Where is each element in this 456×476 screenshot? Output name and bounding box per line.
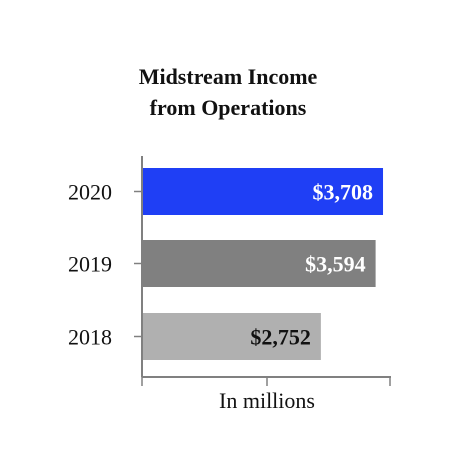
y-tick-label-2018: 2018 xyxy=(68,325,112,350)
data-label-2019: $3,594 xyxy=(305,252,366,277)
bar-2019 xyxy=(142,240,376,287)
data-label-2018: $2,752 xyxy=(250,325,311,350)
y-tick-label-2019: 2019 xyxy=(68,252,112,277)
bar-2020 xyxy=(142,168,384,215)
x-axis-title: In millions xyxy=(219,388,315,413)
chart-title-line-1: Midstream Income xyxy=(139,64,318,89)
chart-title-line-2: from Operations xyxy=(150,95,307,120)
bars-group: $3,708 $3,594 $2,752 xyxy=(142,168,384,360)
data-label-2020: $3,708 xyxy=(313,180,374,205)
bar-2018 xyxy=(142,313,321,360)
axes-group: 2020 2019 2018 xyxy=(68,156,391,386)
y-tick-label-2020: 2020 xyxy=(68,180,112,205)
